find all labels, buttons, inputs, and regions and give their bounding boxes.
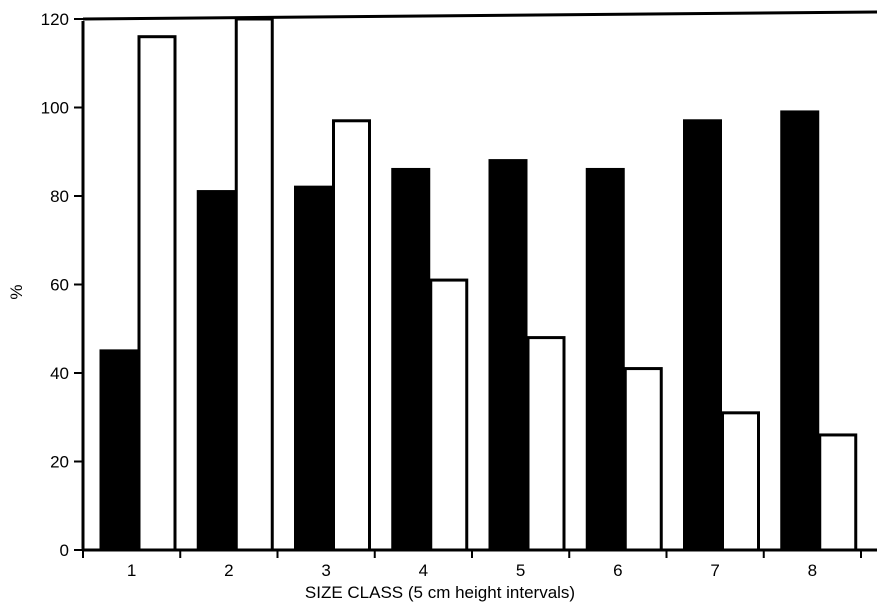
white-bar (332, 119, 371, 552)
bars-group (99, 17, 858, 552)
y-tick-label: 60 (50, 276, 69, 295)
y-tick-label: 120 (41, 10, 69, 29)
y-tick-label: 80 (50, 187, 69, 206)
y-tick-label: 0 (60, 541, 69, 560)
y-tick-label: 40 (50, 364, 69, 383)
x-tick-label: 1 (127, 561, 136, 580)
x-tick-label: 2 (224, 561, 233, 580)
plot-top-border (82, 10, 877, 21)
black-bar (294, 185, 333, 552)
white-bar (137, 35, 177, 552)
y-tick-label: 20 (50, 453, 69, 472)
black-bar (196, 190, 236, 552)
x-tick-label: 8 (808, 561, 817, 580)
white-bar (721, 411, 760, 552)
x-tick-label: 5 (516, 561, 525, 580)
white-bar (526, 336, 566, 552)
black-bar (99, 349, 139, 552)
white-bar (234, 17, 274, 552)
white-bar (429, 278, 469, 552)
x-tick-label: 3 (321, 561, 330, 580)
black-bar (683, 119, 722, 552)
x-axis-title: SIZE CLASS (5 cm height intervals) (305, 583, 575, 602)
white-bar (818, 433, 858, 552)
y-axis-ticks: 0 20 40 60 80 100 120 (41, 10, 83, 560)
x-tick-label: 4 (419, 561, 428, 580)
black-bar (488, 159, 528, 552)
white-bar (623, 367, 663, 552)
black-bar (780, 110, 820, 552)
x-tick-label: 7 (710, 561, 719, 580)
black-bar (585, 167, 625, 552)
y-axis-title: % (7, 284, 26, 299)
y-tick-label: 100 (41, 99, 69, 118)
x-axis-ticks: 1 2 3 4 5 6 7 8 (82, 550, 862, 580)
x-tick-label: 6 (613, 561, 622, 580)
black-bar (391, 167, 431, 552)
